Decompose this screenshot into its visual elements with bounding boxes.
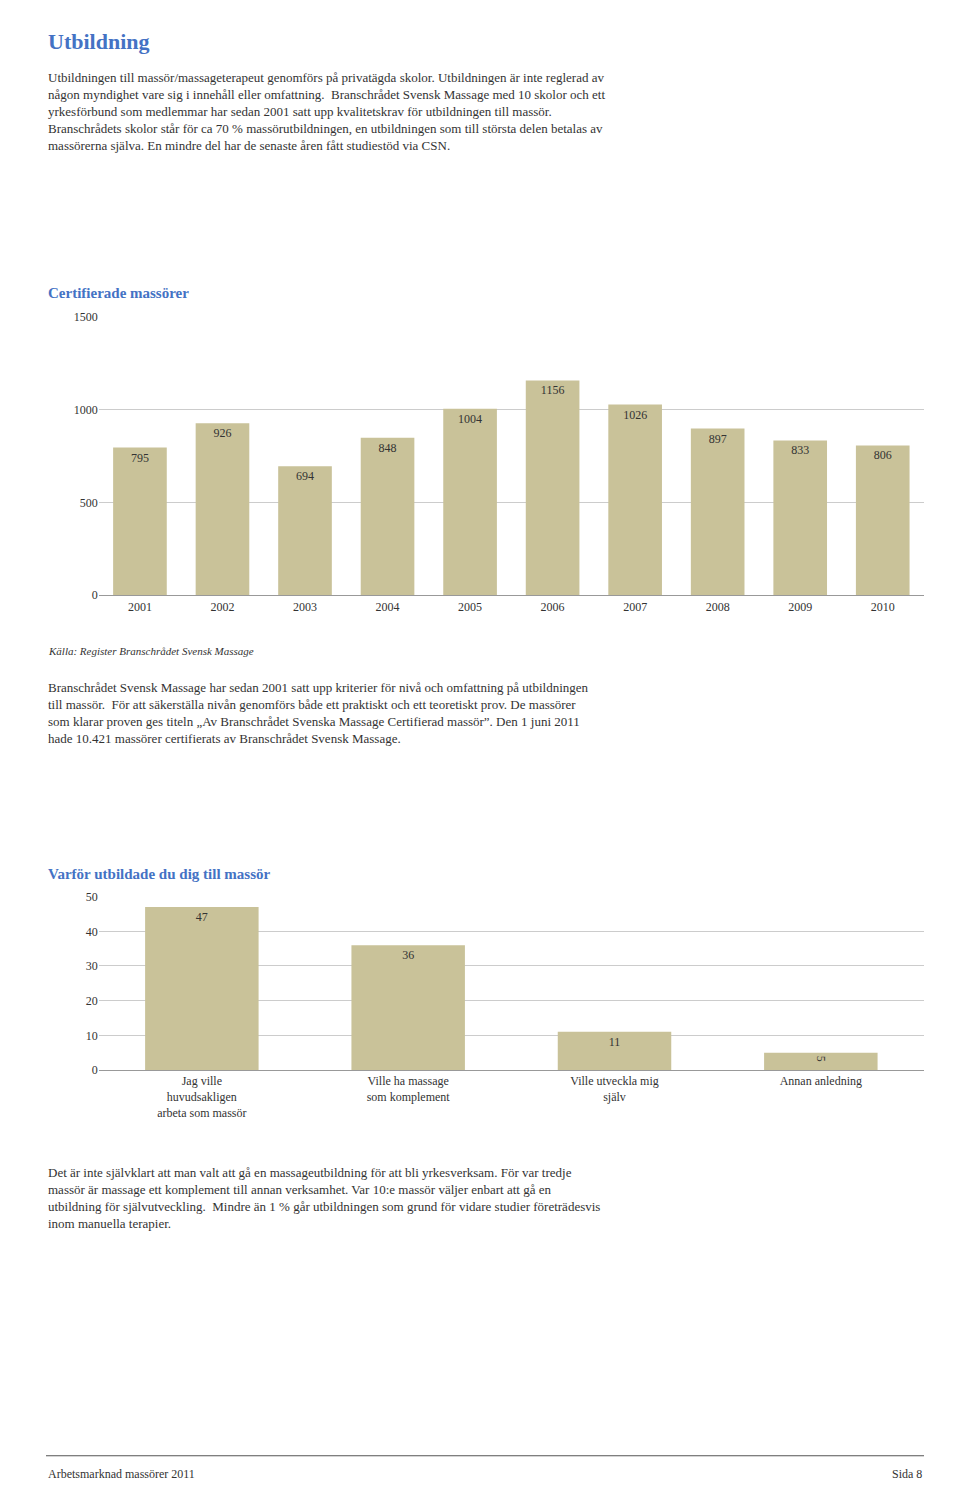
svg-text:2004: 2004	[376, 600, 400, 614]
svg-text:1026: 1026	[623, 408, 647, 422]
svg-text:0: 0	[92, 1063, 98, 1077]
svg-text:Utbildning: Utbildning	[48, 29, 150, 54]
svg-text:Ville ha massagesom komplement: Ville ha massagesom komplement	[367, 1074, 451, 1104]
svg-text:2010: 2010	[871, 600, 895, 614]
svg-text:Jag villehuvudsakligenarbeta s: Jag villehuvudsakligenarbeta som massör	[157, 1074, 246, 1119]
svg-text:833: 833	[791, 443, 809, 457]
svg-text:795: 795	[131, 451, 149, 465]
svg-text:Arbetsmarknad massörer 2011: Arbetsmarknad massörer 2011	[48, 1467, 195, 1481]
svg-text:Källa: Register Branschrådet S: Källa: Register Branschrådet Svensk Mass…	[48, 645, 254, 657]
svg-text:500: 500	[80, 496, 98, 510]
svg-text:806: 806	[874, 448, 892, 462]
svg-text:Branschrådet Svensk Massage ha: Branschrådet Svensk Massage har sedan 20…	[48, 680, 589, 746]
svg-text:Ville utveckla migsjälv: Ville utveckla migsjälv	[570, 1074, 659, 1104]
svg-text:1156: 1156	[541, 383, 565, 397]
svg-text:50: 50	[86, 890, 98, 904]
svg-text:Annan anledning: Annan anledning	[780, 1074, 862, 1088]
svg-text:2003: 2003	[293, 600, 317, 614]
svg-text:Certifierade massörer: Certifierade massörer	[48, 285, 189, 301]
svg-text:2006: 2006	[541, 600, 565, 614]
svg-text:40: 40	[86, 925, 98, 939]
svg-text:Varför utbildade du dig till m: Varför utbildade du dig till massör	[48, 866, 270, 882]
svg-text:Sida 8: Sida 8	[892, 1467, 922, 1481]
svg-text:694: 694	[296, 469, 314, 483]
svg-text:1000: 1000	[74, 403, 98, 417]
svg-text:2008: 2008	[706, 600, 730, 614]
svg-text:848: 848	[379, 441, 397, 455]
svg-text:2007: 2007	[623, 600, 647, 614]
svg-text:20: 20	[86, 994, 98, 1008]
svg-text:2005: 2005	[458, 600, 482, 614]
svg-text:Det är inte självklart att man: Det är inte självklart att man valt att …	[48, 1165, 600, 1231]
svg-text:1004: 1004	[458, 412, 482, 426]
svg-text:30: 30	[86, 959, 98, 973]
svg-text:2002: 2002	[210, 600, 234, 614]
svg-text:36: 36	[402, 948, 414, 962]
svg-text:897: 897	[709, 432, 727, 446]
svg-text:Utbildningen till massör/massa: Utbildningen till massör/massageterapeut…	[48, 70, 605, 153]
svg-text:47: 47	[196, 910, 208, 924]
svg-text:926: 926	[213, 426, 231, 440]
svg-text:5: 5	[814, 1056, 828, 1062]
svg-text:2009: 2009	[788, 600, 812, 614]
svg-text:11: 11	[609, 1035, 621, 1049]
svg-text:2001: 2001	[128, 600, 152, 614]
svg-text:1500: 1500	[74, 310, 98, 324]
svg-text:0: 0	[92, 588, 98, 602]
svg-text:10: 10	[86, 1029, 98, 1043]
